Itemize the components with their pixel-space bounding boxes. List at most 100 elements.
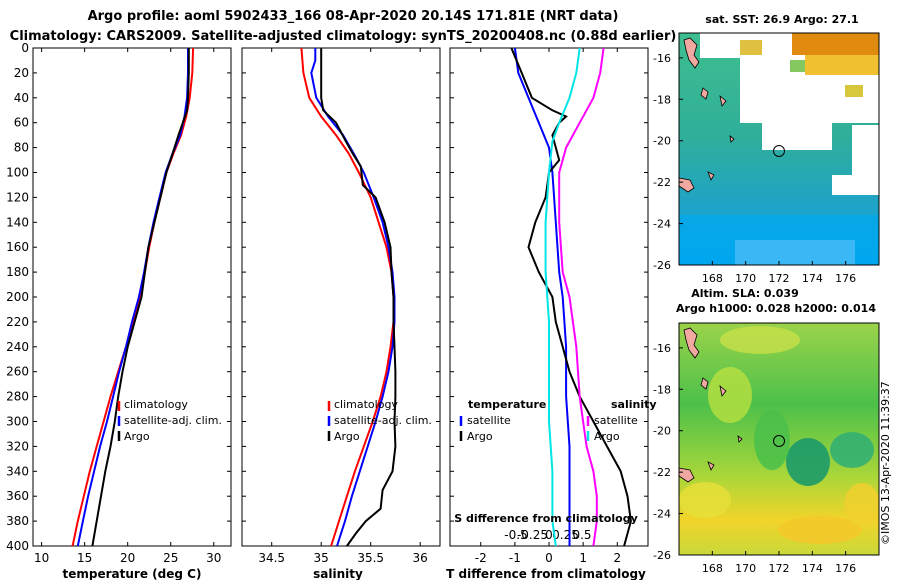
x-tick-label: 20 — [120, 551, 135, 565]
lon-tick-label: 176 — [835, 562, 856, 575]
sst-warm-patch — [792, 33, 879, 55]
legend-sal-satellite-label: satellite — [594, 414, 638, 427]
lat-tick-label: -20 — [653, 425, 671, 438]
salinity-legend: climatology satellite-adj. clim. Argo — [327, 398, 432, 443]
depth-tick-label: 40 — [14, 91, 29, 105]
island-icon — [683, 327, 700, 359]
legend-satellite-label: satellite-adj. clim. — [124, 414, 222, 427]
lon-tick-label: 172 — [769, 562, 790, 575]
depth-tick-label: 380 — [6, 514, 29, 528]
salinity-panel: 34.5 35 35.5 36 salinity climatology satell… — [241, 47, 441, 580]
lon-tick-label: 172 — [769, 272, 790, 285]
s-diff-tick-label: -0.5 — [504, 528, 527, 542]
legend-salinity-heading: salinity — [611, 398, 657, 411]
x-tick-label: 34.5 — [258, 551, 285, 565]
sst-cloud-gap — [832, 175, 862, 195]
depth-tick-label: 220 — [6, 315, 29, 329]
salinity-tick-labels: 34.5 35 35.5 36 — [258, 48, 428, 565]
lon-tick-label: 174 — [802, 272, 823, 285]
sla-high-anomaly — [778, 516, 862, 544]
salinity-difference-tick-labels: -0.5-0.250 0.250.5 — [504, 528, 591, 542]
x-tick-label: 36 — [413, 551, 428, 565]
island-icon — [737, 435, 743, 443]
depth-tick-label: 340 — [6, 464, 29, 478]
x-tick-label: 35 — [314, 551, 329, 565]
series-line-argo — [320, 48, 397, 547]
depth-tick-label: 180 — [6, 265, 29, 279]
legend-temp-argo-label: Argo — [467, 430, 493, 443]
imos-stamp-text: ©IMOS 13-Apr-2020 11:39:37 — [879, 381, 892, 545]
depth-tick-label: 0 — [21, 41, 29, 55]
series-line-salinity-satellite — [544, 47, 581, 547]
x-tick-label: -2 — [475, 551, 487, 565]
s-diff-tick-label: -0.25 — [517, 528, 548, 542]
legend-climatology-label: climatology — [334, 398, 398, 411]
depth-tick-label: 320 — [6, 439, 29, 453]
sst-cloud-gap — [762, 110, 832, 150]
depth-tick-label: 160 — [6, 240, 29, 254]
lat-tick-label: -24 — [653, 218, 671, 231]
legend-argo-label: Argo — [334, 430, 360, 443]
lon-tick-label: 174 — [802, 562, 823, 575]
sla-yellow-anomaly — [708, 367, 752, 423]
island-icon — [679, 467, 695, 483]
island-icon — [700, 377, 709, 390]
sla-map-title-line1: Altim. SLA: 0.039 — [691, 287, 798, 300]
sla-map-title-line2: Argo h1000: 0.028 h2000: 0.014 — [676, 302, 876, 315]
sla-lat-tick-labels: -16 -18 -20 -22 -24 -26 — [653, 342, 683, 562]
depth-tick-label: 400 — [6, 539, 29, 553]
salinity-series — [300, 47, 397, 547]
temperature-axes-frame — [32, 47, 232, 547]
depth-tick-label: 120 — [6, 190, 29, 204]
x-tick-label: 15 — [77, 551, 92, 565]
sst-warm-patch — [805, 55, 879, 75]
temperature-series — [71, 47, 195, 547]
lon-tick-label: 168 — [702, 272, 723, 285]
depth-tick-label: 100 — [6, 166, 29, 180]
sst-lat-tick-labels: -16 -18 -20 -22 -24 -26 — [653, 52, 683, 272]
series-line-argo — [91, 48, 190, 547]
temperature-axis-label: temperature (deg C) — [63, 567, 202, 580]
lat-tick-label: -24 — [653, 508, 671, 521]
lat-tick-label: -18 — [653, 93, 671, 106]
sst-cloud-gap — [700, 33, 740, 58]
series-line-satellite-adj-clim- — [76, 48, 189, 547]
sst-lon-tick-labels: 168 170 172 174 176 — [702, 261, 856, 285]
lon-tick-label: 170 — [735, 272, 756, 285]
lat-tick-label: -22 — [653, 176, 671, 189]
salinity-axis-label: salinity — [313, 567, 363, 580]
sst-map-title: sat. SST: 26.9 Argo: 27.1 — [705, 13, 858, 26]
legend-argo-label: Argo — [124, 430, 150, 443]
difference-legend: temperature satellite Argo salinity sate… — [459, 398, 657, 443]
difference-axes-frame — [449, 47, 649, 547]
series-line-satellite-adj-clim- — [310, 48, 396, 547]
island-icon — [679, 177, 695, 193]
s-diff-tick-label: 0.5 — [572, 528, 591, 542]
lat-tick-label: -26 — [653, 549, 671, 562]
sst-green-patch — [790, 60, 805, 72]
island-icon — [707, 171, 715, 181]
island-icon — [719, 94, 727, 107]
lon-tick-label: 176 — [835, 272, 856, 285]
lat-tick-label: -22 — [653, 466, 671, 479]
figure-title-line2: Climatology: CARS2009. Satellite-adjuste… — [10, 29, 677, 44]
x-tick-label: 30 — [206, 551, 221, 565]
temperature-legend: climatology satellite-adj. clim. Argo — [117, 398, 222, 443]
x-tick-label: 10 — [34, 551, 49, 565]
depth-tick-label: 300 — [6, 415, 29, 429]
x-tick-label: 25 — [163, 551, 178, 565]
depth-tick-labels: 0 20 40 60 80 100 120 140 160 180 200 220 240 260 280 3… — [6, 41, 648, 553]
argo-location-marker — [773, 435, 785, 447]
sst-warm-patch — [740, 40, 762, 55]
island-icon — [707, 461, 715, 471]
legend-satellite-label: satellite-adj. clim. — [334, 414, 432, 427]
s-diff-tick-label: 0 — [545, 528, 553, 542]
salinity-axes-frame — [241, 47, 441, 547]
temperature-tick-labels: 10 15 20 25 30 — [34, 48, 221, 565]
legend-temperature-heading: temperature — [468, 398, 546, 411]
legend-temp-satellite-label: satellite — [467, 414, 511, 427]
depth-tick-label: 80 — [14, 141, 29, 155]
difference-panel: -2 -1 0 1 2 -0.5-0.250 0.250.5 T difference f… — [446, 47, 657, 580]
lon-tick-label: 168 — [702, 562, 723, 575]
